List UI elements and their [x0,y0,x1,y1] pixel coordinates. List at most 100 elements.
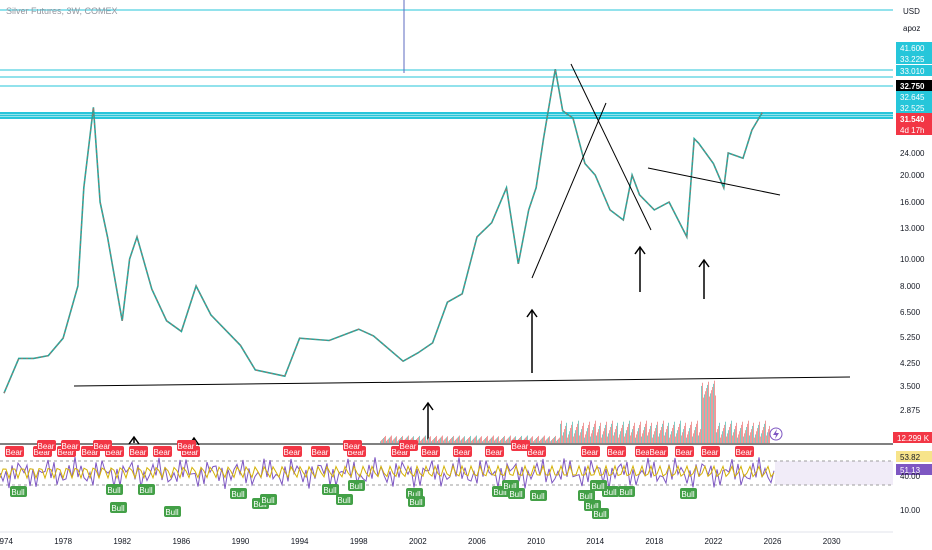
volume-bar [464,436,465,443]
volume-bar [607,436,608,443]
volume-bar [530,438,531,443]
bear-label: Bear [485,446,504,457]
price-tag-box [896,65,932,76]
bear-label-text: Bear [312,448,329,457]
bear-label-text: Bear [528,448,545,457]
bear-label: Bear [527,446,546,457]
volume-bar [644,427,645,443]
volume-bar [384,436,385,443]
volume-bar [742,421,743,443]
bear-label-box [129,446,148,457]
volume-bar [586,431,587,443]
volume-bar [394,438,395,443]
bull-label-text: Bull [407,490,421,499]
volume-bar [692,436,693,443]
volume-bar [717,429,718,443]
volume-bar [466,440,467,443]
bear-label-text: Bear [284,448,301,457]
volume-bar [666,429,667,443]
volume-bar [554,436,555,443]
volume-bar [703,397,704,443]
volume-bar [489,439,490,443]
volume-bar [689,428,690,443]
volume-bar [690,424,691,443]
bear-label-text: Bear [106,448,123,457]
volume-bar [602,434,603,443]
volume-bar [543,436,544,443]
volume-bar [600,422,601,443]
volume-bar [387,439,388,443]
volume-bar [654,431,655,443]
volume-bar [461,439,462,443]
bear-label-box [511,440,530,451]
price-tag-box [896,102,932,113]
volume-bar [440,437,441,443]
volume-bar [402,435,403,443]
price-tag: 31.540 [896,113,932,124]
volume-bar [500,440,501,443]
volume-bar [573,436,574,443]
volume-bar [641,436,642,443]
volume-bar [382,439,383,443]
volume-bar [615,429,616,443]
volume-bar [715,395,716,443]
bear-label-text: Bear [512,442,529,451]
volume-bar [422,438,423,443]
bull-label-text: Bull [337,496,351,505]
volume-bar [657,421,658,443]
volume-bar [451,438,452,443]
bull-label: Bull [138,484,155,495]
volume-bar [568,434,569,443]
volume-bar [761,433,762,443]
volume-bar [408,435,409,443]
price-tag-box [896,113,932,124]
volume-bar [724,424,725,443]
bear-label-box [485,446,504,457]
volume-bar [481,436,482,443]
volume-bar [738,434,739,443]
volume-bar [601,437,602,443]
bear-label: Bear [283,446,302,457]
volume-bar [473,438,474,443]
volume-bar [458,436,459,443]
volume-bar [582,425,583,443]
bear-label-text: Bear [178,442,195,451]
volume-bar [463,437,464,443]
volume-bar [727,433,728,443]
volume-bar [423,437,424,443]
bear-label-text: Bear [154,448,171,457]
bull-label-box [618,486,635,497]
price-tag-text: 33.225 [900,55,925,64]
volume-bar [584,437,585,443]
lightning-icon[interactable] [769,427,783,441]
volume-bar [453,435,454,443]
volume-tag: 12.299 K [893,432,932,443]
volume-bar [389,437,390,443]
volume-bar [699,432,700,443]
time-tick-label: 1986 [172,537,190,546]
volume-bar [515,436,516,443]
bull-label: Bull [260,494,277,505]
volume-bar [470,435,471,443]
volume-bar [732,435,733,443]
volume-bar [572,421,573,443]
volume-bar [435,436,436,443]
volume-bar [676,433,677,443]
volume-bar [594,423,595,443]
volume-bar [751,429,752,443]
volume-bar [439,438,440,443]
price-tag-text: 33.010 [900,67,925,76]
volume-bar [726,436,727,443]
volume-bar [720,437,721,443]
volume-bar [596,435,597,443]
volume-bar [613,435,614,443]
volume-bar [494,440,495,443]
bull-label-text: Bull [585,502,599,511]
volume-bar [759,421,760,443]
bear-label-box [675,446,694,457]
volume-bar [581,429,582,443]
volume-bar [532,436,533,443]
volume-bar [768,429,769,443]
volume-bar [426,440,427,443]
